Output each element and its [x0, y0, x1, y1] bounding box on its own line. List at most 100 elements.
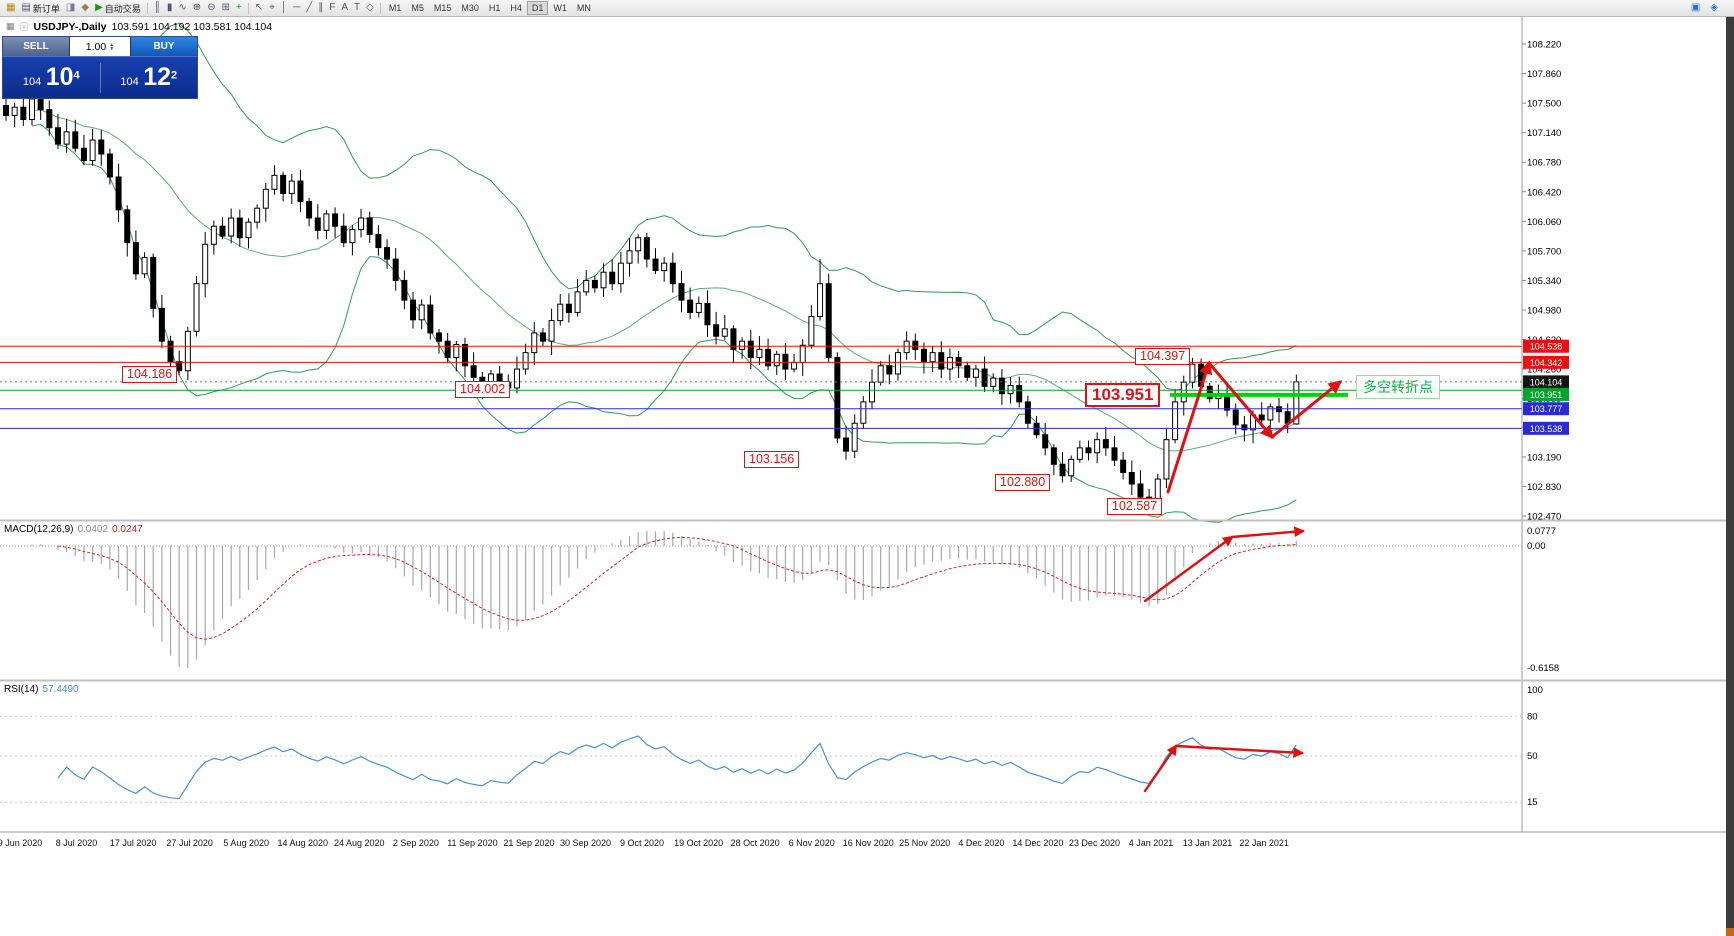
new-order-button-label: 新订单: [32, 3, 60, 14]
svg-text:105.340: 105.340: [1527, 276, 1561, 287]
text-label-icon[interactable]: T: [351, 1, 363, 16]
price-callout-104.397[interactable]: 104.397: [1135, 348, 1191, 365]
zoom-in-icon-glyph: ⊕: [192, 2, 202, 13]
one-click-trading-panel: SELL 1.00 ▲ ▼ BUY 104 104 104 122: [2, 36, 198, 99]
price-divider: [99, 62, 101, 93]
info-icon: ⓘ: [19, 22, 29, 32]
svg-text:25 Nov 2020: 25 Nov 2020: [899, 838, 950, 848]
window-icon-glyph: ▣: [1690, 2, 1701, 13]
price-callout-104.186[interactable]: 104.186: [122, 366, 178, 383]
trend-arrow[interactable]: [1143, 535, 1234, 603]
text-icon[interactable]: A: [338, 1, 351, 16]
right-scrollbar[interactable]: [1726, 17, 1734, 928]
new-order-button[interactable]: ▤ 新订单: [18, 1, 62, 16]
tile-windows-icon[interactable]: ⊞: [219, 1, 233, 16]
svg-text:104.104: 104.104: [1530, 377, 1563, 387]
svg-text:19 Oct 2020: 19 Oct 2020: [674, 838, 723, 848]
candlestick-chart-icon[interactable]: ▮: [164, 1, 176, 16]
buy-button[interactable]: BUY: [131, 37, 197, 56]
timeframe-m30[interactable]: M30: [461, 3, 479, 13]
trend-arrow[interactable]: [1174, 744, 1305, 758]
price-callout-102.587[interactable]: 102.587: [1107, 498, 1163, 515]
bid-main: 10: [45, 63, 74, 91]
shapes-icon-glyph: ◇: [366, 2, 374, 13]
timeframe-m15[interactable]: M15: [433, 3, 452, 13]
svg-text:30 Sep 2020: 30 Sep 2020: [560, 838, 611, 848]
price-axis: 108.220 107.860 107.500 107.140 106.780 106.4…: [0, 17, 1726, 848]
price-callout-103.951[interactable]: 103.951: [1085, 383, 1161, 407]
svg-text:106.780: 106.780: [1527, 158, 1561, 169]
timeframe-d1[interactable]: D1: [526, 1, 549, 15]
horizontal-line-icon-glyph: ─: [293, 2, 301, 13]
svg-text:11 Sep 2020: 11 Sep 2020: [447, 838, 497, 848]
axis-badges: 104.538 104.342 104.104 103.951 103.777 103.5…: [1523, 339, 1569, 435]
bar-chart-icon[interactable]: ║: [151, 1, 164, 16]
zoom-in-icon[interactable]: ⊕: [190, 1, 204, 16]
trend-arrow[interactable]: [1166, 360, 1213, 494]
volume-input[interactable]: 1.00 ▲ ▼: [69, 37, 131, 56]
chart-symbol-title: ▦ ⓘ USDJPY-,Daily 103.591 104.192 103.58…: [6, 20, 272, 33]
price-badge-104.104: [1523, 375, 1569, 389]
alert-icon[interactable]: ◆: [78, 1, 92, 16]
svg-text:0.0777: 0.0777: [1527, 526, 1556, 537]
timeframe-h4[interactable]: H4: [510, 3, 522, 13]
channel-icon[interactable]: ∥: [315, 1, 326, 16]
timeframe-m5[interactable]: M5: [411, 3, 424, 13]
timeframe-w1[interactable]: W1: [553, 3, 567, 13]
shapes-icon[interactable]: ◇: [363, 1, 377, 16]
svg-text:9 Jun 2020: 9 Jun 2020: [0, 838, 42, 848]
sell-button[interactable]: SELL: [3, 37, 69, 56]
zoom-out-icon[interactable]: ⊖: [204, 1, 218, 16]
trend-arrow[interactable]: [1143, 744, 1178, 793]
trendline-icon[interactable]: ╱: [303, 1, 315, 16]
price-callout-104.002[interactable]: 104.002: [455, 381, 511, 398]
price-callout-102.880[interactable]: 102.880: [995, 474, 1051, 491]
auto-trading-button-glyph: ▶: [95, 2, 103, 13]
svg-text:104.260: 104.260: [1527, 365, 1561, 376]
line-chart-icon[interactable]: ∿: [175, 1, 189, 16]
toolbar-separator: [379, 2, 381, 14]
trend-arrow[interactable]: [1230, 526, 1306, 539]
fibonacci-icon[interactable]: F: [326, 1, 338, 16]
trend-arrows[interactable]: [1143, 360, 1343, 793]
crosshair-icon[interactable]: ⌖: [266, 1, 278, 16]
svg-text:107.860: 107.860: [1527, 69, 1561, 80]
price-callout-103.156[interactable]: 103.156: [744, 451, 800, 468]
chart-profile-icon[interactable]: ◨: [63, 1, 78, 16]
ask-prefix: 104: [120, 76, 139, 88]
zoom-out-icon-glyph: ⊖: [207, 2, 216, 13]
svg-text:28 Oct 2020: 28 Oct 2020: [731, 838, 780, 848]
svg-text:17 Jul 2020: 17 Jul 2020: [110, 838, 157, 848]
cursor-icon[interactable]: ↖: [252, 1, 266, 16]
volume-spinner[interactable]: ▲ ▼: [109, 41, 115, 52]
rsi-name: RSI(14): [4, 684, 39, 695]
price-badge-103.538: [1523, 421, 1569, 435]
window-icon[interactable]: ▣: [1688, 1, 1703, 16]
trend-arrow[interactable]: [1270, 380, 1343, 439]
auto-trading-button[interactable]: ▶ 自动交易: [92, 1, 144, 16]
indicators-icon[interactable]: +: [233, 1, 245, 16]
svg-text:4 Dec 2020: 4 Dec 2020: [958, 838, 1004, 848]
trend-arrow[interactable]: [1207, 361, 1274, 440]
bid-sup: 4: [73, 69, 80, 82]
timeframe-h1[interactable]: H1: [488, 3, 501, 13]
vertical-line-icon[interactable]: │: [278, 1, 290, 16]
svg-text:14 Aug 2020: 14 Aug 2020: [277, 838, 328, 848]
svg-text:21 Sep 2020: 21 Sep 2020: [503, 838, 554, 848]
turning-point-annotation[interactable]: 多空转折点: [1356, 375, 1440, 399]
help-icon[interactable]: ◈: [1707, 1, 1721, 16]
svg-text:107.140: 107.140: [1527, 128, 1561, 139]
toolbar-separator: [146, 2, 148, 14]
candles: [3, 87, 1300, 515]
timeframe-mn[interactable]: MN: [576, 3, 591, 13]
main-toolbar: ▦ ▤ 新订单 ◨ ◆ ▶ 自动交易 ║ ▮ ∿ ⊕ ⊖ ⊞ + ↖ ⌖ │ ─ ╱ ∥ F A T ◇ M1 M5 M15 M30 H…: [0, 0, 1734, 17]
svg-text:23 Dec 2020: 23 Dec 2020: [1069, 838, 1120, 848]
horizontal-line-icon[interactable]: ─: [290, 1, 303, 16]
charts-window-icon[interactable]: ▦: [3, 1, 18, 16]
svg-text:103.777: 103.777: [1530, 404, 1563, 414]
timeframe-m1[interactable]: M1: [388, 3, 402, 13]
rsi-value: 57.4490: [42, 684, 79, 695]
rsi-label: RSI(14) 57.4490: [4, 684, 79, 695]
svg-text:105.700: 105.700: [1527, 246, 1561, 257]
